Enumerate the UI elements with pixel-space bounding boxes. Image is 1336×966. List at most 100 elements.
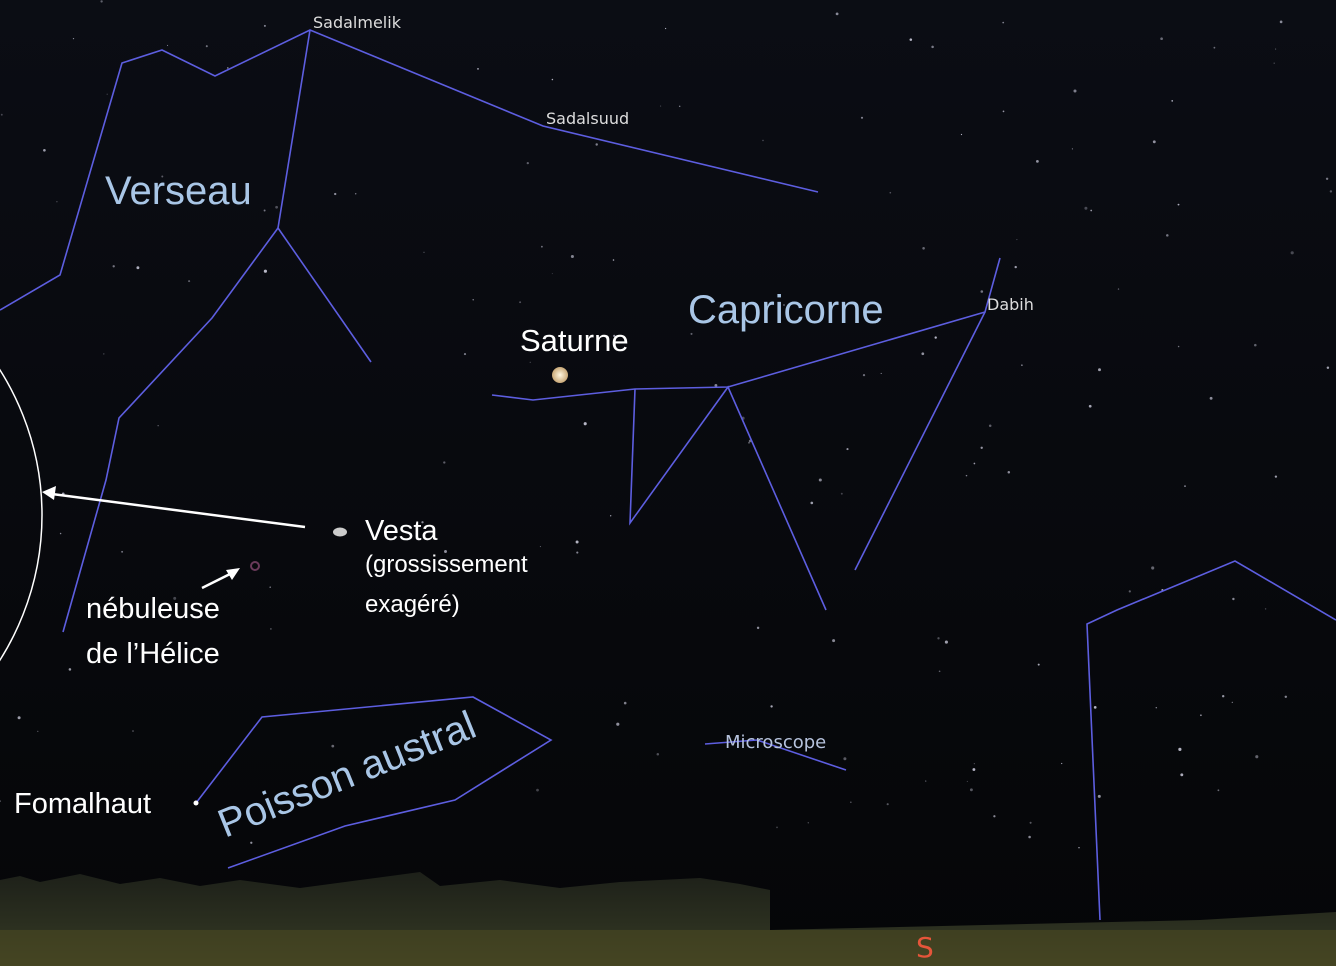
star [1180, 773, 1184, 777]
star [1037, 663, 1040, 666]
star [1151, 566, 1155, 570]
star [576, 551, 579, 554]
star [17, 716, 21, 720]
nebula-label: nébuleuse [86, 593, 220, 625]
star [1155, 706, 1158, 709]
star [1232, 597, 1235, 601]
star [1254, 343, 1257, 347]
arrow-head [42, 486, 56, 500]
star [1177, 345, 1180, 348]
constellation-name: Capricorne [688, 288, 884, 332]
star [1007, 471, 1011, 474]
star [106, 93, 108, 95]
star [443, 461, 446, 464]
star [121, 550, 124, 553]
star [477, 68, 479, 70]
star [1184, 485, 1186, 487]
star [541, 245, 543, 248]
star [973, 462, 976, 465]
star [664, 27, 667, 30]
star [263, 24, 266, 27]
star [610, 515, 612, 517]
star [188, 280, 191, 283]
star-label: Sadalmelik [313, 13, 402, 32]
star [1028, 835, 1031, 839]
star [1078, 847, 1080, 849]
star [1284, 695, 1288, 699]
constellation-name: Verseau [105, 169, 252, 213]
nebula-label: de l’Hélice [86, 638, 220, 670]
star-label: Fomalhaut [14, 788, 151, 820]
star [421, 521, 424, 524]
planet-label: Saturne [520, 323, 629, 358]
star [1274, 475, 1278, 478]
star [250, 841, 253, 844]
star [100, 0, 103, 3]
star [1222, 695, 1225, 698]
star [1098, 368, 1101, 372]
star [536, 788, 539, 792]
star [1231, 701, 1233, 704]
star [205, 45, 208, 48]
star [832, 639, 836, 643]
star [776, 826, 778, 829]
star [595, 143, 598, 146]
star [860, 116, 864, 119]
star [818, 478, 822, 482]
star [714, 383, 718, 387]
star [1171, 100, 1174, 102]
star [161, 175, 164, 178]
star [37, 730, 39, 733]
star [1128, 590, 1131, 593]
star [678, 105, 681, 108]
star [1166, 234, 1169, 237]
star [966, 780, 968, 782]
star [68, 668, 72, 671]
star [423, 251, 425, 253]
star [157, 425, 159, 427]
star [112, 265, 115, 268]
star [0, 800, 1, 802]
star [1002, 110, 1005, 113]
star [925, 780, 927, 782]
star [1279, 20, 1283, 24]
star [331, 744, 335, 748]
star [886, 803, 889, 806]
star [889, 191, 892, 194]
star [931, 45, 934, 49]
star [980, 290, 984, 293]
star [1029, 821, 1032, 824]
star [1264, 608, 1267, 610]
star [656, 752, 660, 756]
helix-nebula [250, 561, 260, 571]
star [1209, 396, 1213, 400]
star [921, 352, 925, 356]
star [227, 67, 229, 69]
star [43, 148, 46, 152]
star [1178, 747, 1182, 751]
star [613, 334, 616, 337]
star [136, 266, 140, 270]
star [583, 422, 587, 426]
star [1273, 62, 1275, 64]
saturn [552, 367, 568, 383]
arrow-head [226, 568, 240, 580]
star [472, 299, 474, 301]
star [616, 722, 620, 726]
vesta [333, 527, 347, 537]
star [960, 133, 963, 136]
star [980, 446, 983, 449]
star [1097, 794, 1101, 798]
star [1014, 265, 1017, 269]
star [529, 361, 531, 363]
star [173, 596, 177, 600]
star [810, 501, 814, 505]
star [660, 105, 662, 107]
star [922, 247, 925, 250]
star [988, 424, 992, 427]
star [1255, 755, 1259, 759]
ground [0, 930, 1336, 966]
star [934, 336, 937, 339]
